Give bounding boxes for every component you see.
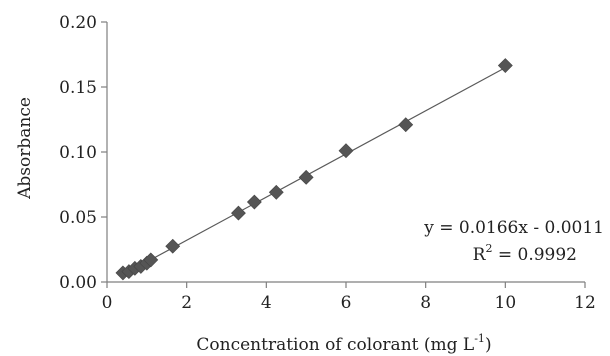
x-tick-label: 8 [420,293,431,313]
y-tick-label: 0.05 [59,208,97,228]
r-squared-label: R2 = 0.9992 [473,242,577,265]
data-point [338,143,354,159]
r-squared-value: = 0.9992 [492,245,577,265]
data-point [268,184,284,200]
x-axis-title-sup: -1 [474,332,485,345]
x-tick-label: 4 [261,293,272,313]
trendline [122,67,506,276]
data-point [497,58,513,73]
r-squared-symbol: R [473,245,487,265]
data-point [398,117,414,133]
data-point [231,205,246,221]
data-points [115,58,513,281]
data-point [298,169,314,185]
x-axis-title-close: ) [485,335,492,355]
x-tick-label: 6 [341,293,352,313]
data-point [246,194,262,210]
y-tick-label: 0.00 [59,273,97,293]
data-point [143,252,159,268]
x-tick-label: 10 [495,293,517,313]
data-point [165,238,181,254]
x-tick-label: 2 [181,293,192,313]
y-tick-label: 0.15 [59,78,97,98]
y-tick-label: 0.10 [59,143,97,163]
r-squared-sup: 2 [485,242,492,255]
y-tick-label: 0.20 [59,13,97,33]
x-tick-label: 0 [102,293,113,313]
x-tick-label: 12 [574,293,596,313]
y-axis-title: Absorbance [15,97,35,200]
x-axis-title-main: Concentration of colorant (mg L [196,335,474,355]
x-axis-title: Concentration of colorant (mg L-1) [196,332,491,355]
y-ticks: 0.00 0.05 0.10 0.15 0.20 [59,13,107,293]
trendline-equation: y = 0.0166x - 0.0011 [423,218,604,238]
x-ticks: 0 2 4 6 8 10 12 [102,282,596,313]
